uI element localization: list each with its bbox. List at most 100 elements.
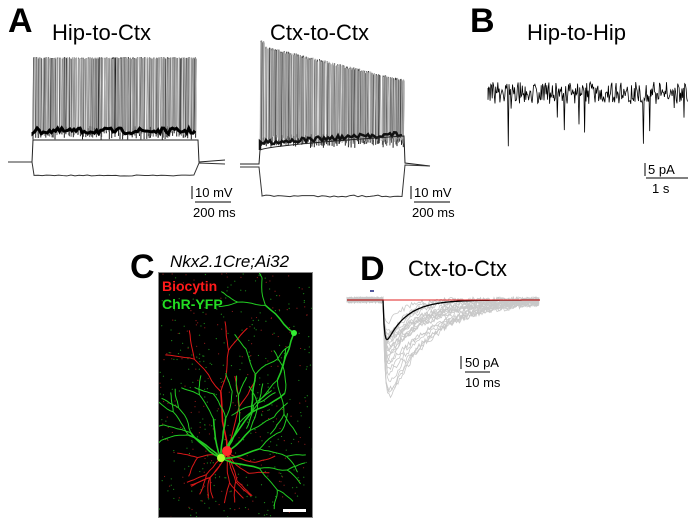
dendrite [258, 273, 263, 279]
panel-a-left-scale-time: 200 ms [193, 205, 236, 220]
dendrite [273, 350, 284, 368]
dendrite [283, 413, 298, 436]
dendrite [238, 376, 248, 396]
panel-d-scale-current: 50 pA [465, 355, 499, 370]
dendrite [259, 467, 288, 471]
dendrite [264, 304, 295, 334]
dendrite [221, 291, 238, 303]
dendrite [225, 372, 233, 392]
dendrite [163, 424, 191, 434]
dendrite [159, 439, 162, 444]
dendrite [259, 468, 278, 491]
panel-a-left-title: Hip-to-Ctx [52, 20, 152, 45]
dendrite [188, 330, 195, 360]
individual-epsc-trace [346, 296, 540, 325]
dendrite [253, 379, 278, 406]
dendrite [248, 386, 259, 404]
dendrite [237, 301, 266, 306]
dendrite [220, 418, 227, 458]
dendrite [276, 380, 285, 415]
dendrite [257, 390, 273, 405]
panel-d-label: D [360, 250, 385, 288]
dendrite [225, 391, 233, 419]
dendrite [177, 452, 198, 459]
dendrite [190, 476, 211, 486]
dendrite [220, 448, 260, 460]
dendrite [198, 375, 202, 395]
dendrite [258, 392, 276, 404]
panel-b-title: Hip-to-Hip [527, 20, 627, 45]
dendrite [238, 380, 256, 408]
current-noise-trace [487, 80, 688, 147]
dendrite [255, 358, 278, 375]
dendrite [199, 474, 207, 495]
dendrite [229, 482, 244, 499]
dendrite [237, 394, 241, 423]
dendrite [236, 480, 253, 497]
dendrite [220, 350, 229, 392]
dendrite [226, 452, 256, 463]
panel-b-scale-time: 1 s [652, 181, 670, 196]
panel-a-right-scale-voltage: 10 mV [414, 185, 452, 200]
dendrite [212, 418, 222, 459]
dendrite [188, 457, 199, 477]
depolarizing-trace [240, 135, 431, 167]
dendrite [259, 448, 287, 457]
dendrite [273, 489, 278, 510]
panel-c-title: Nkx2.1Cre;Ai32 [170, 252, 290, 271]
spike-train-trace [33, 56, 197, 134]
dendrite [276, 332, 295, 381]
dendrite [249, 416, 275, 431]
dendrite [277, 489, 294, 502]
dendrite [190, 477, 211, 487]
dendrite [159, 401, 174, 413]
dendrite [194, 386, 214, 395]
panel-a-label: A [8, 2, 33, 40]
dendrite [280, 413, 288, 432]
dendrite [234, 333, 247, 350]
dendrite [220, 391, 228, 452]
dendrite [248, 471, 270, 474]
dendrite [286, 469, 302, 485]
soma [291, 330, 297, 336]
dendrite [218, 301, 238, 308]
spike-trough-band [31, 124, 197, 137]
panel-b-label: B [470, 2, 495, 40]
dendrite [186, 474, 207, 483]
dendrite [188, 434, 222, 459]
dendrite [286, 462, 306, 471]
dendrite [178, 407, 192, 433]
dendrite [212, 393, 227, 419]
soma [222, 446, 232, 456]
dendrite [286, 455, 298, 473]
dendrite [239, 402, 260, 424]
depolarizing-trace [8, 139, 226, 163]
dendrite [220, 457, 260, 470]
dendrite [226, 452, 249, 474]
dendrite [181, 387, 200, 396]
dendrite [161, 397, 179, 409]
dendrite [245, 349, 256, 375]
scale-bar [283, 509, 306, 512]
dendrite [193, 358, 222, 392]
dendrite [170, 392, 174, 412]
dendrite [172, 411, 189, 436]
panel-a-right-scale-time: 200 ms [412, 205, 455, 220]
dendrite [165, 354, 195, 360]
dendrite [235, 375, 240, 396]
confocal-image: Biocytin ChR-YFP [158, 272, 313, 518]
panel-d-title: Ctx-to-Ctx [408, 256, 507, 281]
legend-biocytin: Biocytin [162, 278, 218, 294]
dendrite [259, 431, 282, 450]
dendrite [261, 277, 266, 306]
dendrite [231, 404, 254, 416]
dendrite [199, 394, 215, 420]
panel-c-label: C [130, 248, 155, 286]
spike-train-trace [259, 41, 405, 142]
dendrite [251, 392, 286, 414]
hyperpolarizing-trace [240, 164, 431, 198]
dendrite [161, 434, 189, 441]
dendrite [207, 477, 211, 499]
dendrite [209, 477, 214, 499]
